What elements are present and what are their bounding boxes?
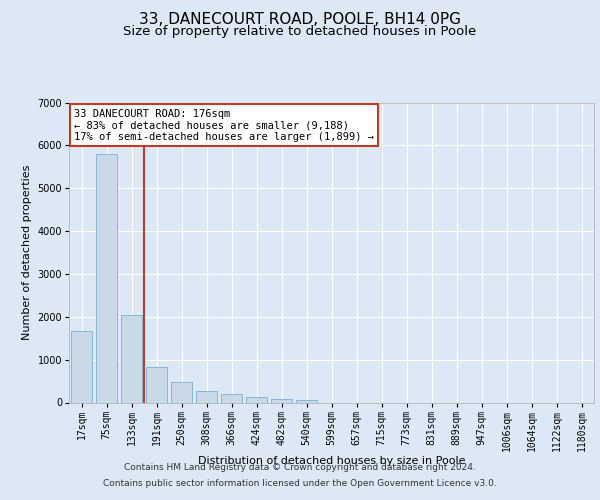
Bar xyxy=(196,392,217,402)
Bar xyxy=(121,314,142,402)
Bar xyxy=(171,382,192,402)
Text: Size of property relative to detached houses in Poole: Size of property relative to detached ho… xyxy=(124,25,476,38)
Text: Contains public sector information licensed under the Open Government Licence v3: Contains public sector information licen… xyxy=(103,478,497,488)
Bar xyxy=(221,394,242,402)
Text: 33, DANECOURT ROAD, POOLE, BH14 0PG: 33, DANECOURT ROAD, POOLE, BH14 0PG xyxy=(139,12,461,28)
Bar xyxy=(296,400,317,402)
Bar xyxy=(146,368,167,402)
Bar xyxy=(71,330,92,402)
Y-axis label: Number of detached properties: Number of detached properties xyxy=(22,165,32,340)
Bar xyxy=(96,154,117,402)
Text: Contains HM Land Registry data © Crown copyright and database right 2024.: Contains HM Land Registry data © Crown c… xyxy=(124,464,476,472)
Bar xyxy=(271,398,292,402)
X-axis label: Distribution of detached houses by size in Poole: Distribution of detached houses by size … xyxy=(198,456,465,466)
Bar xyxy=(246,398,267,402)
Text: 33 DANECOURT ROAD: 176sqm
← 83% of detached houses are smaller (9,188)
17% of se: 33 DANECOURT ROAD: 176sqm ← 83% of detac… xyxy=(74,108,374,142)
